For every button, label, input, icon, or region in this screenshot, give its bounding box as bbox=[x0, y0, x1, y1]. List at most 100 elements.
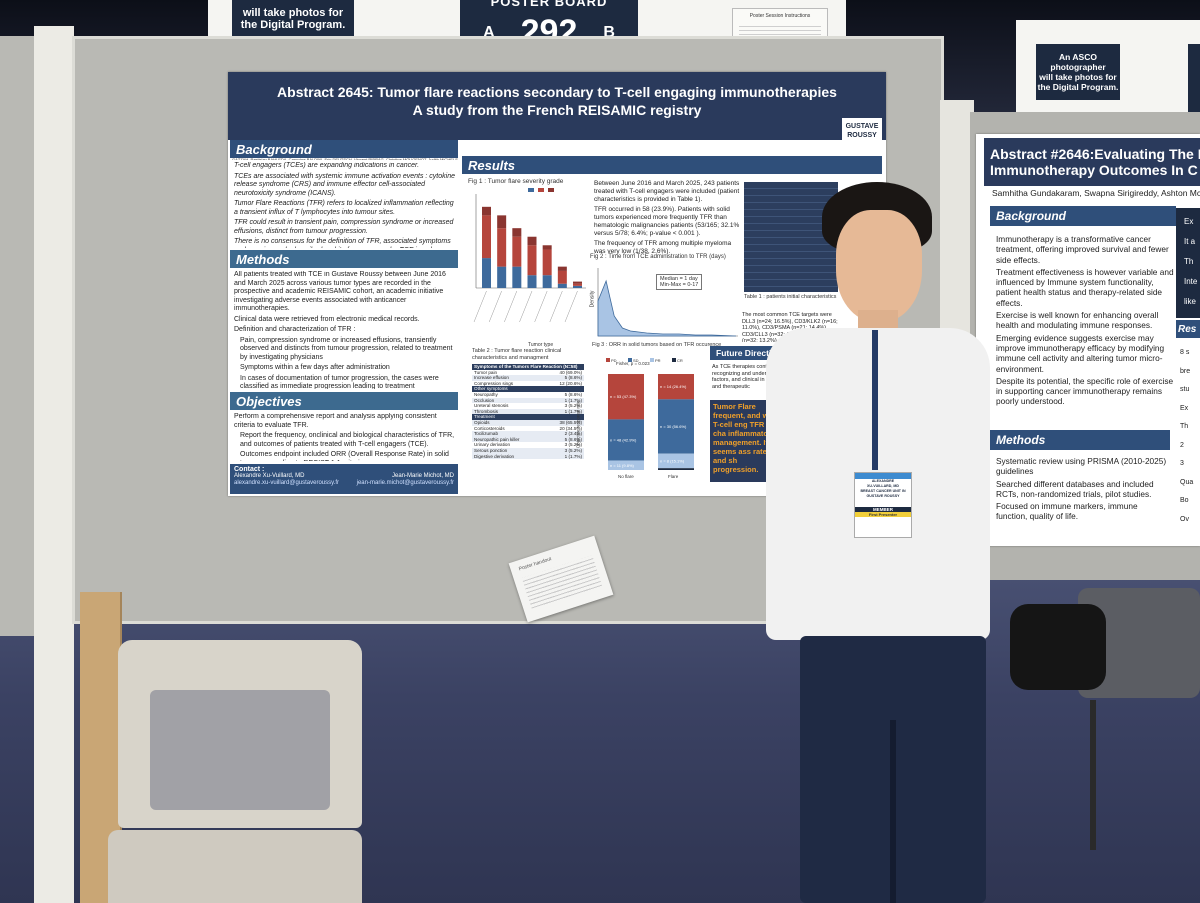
fig3-data-label: n = 30 (56.6%) bbox=[660, 424, 687, 429]
fig1-tick-label bbox=[488, 290, 502, 323]
fig1-bar-segment bbox=[497, 228, 507, 267]
right-background-header: Background bbox=[990, 206, 1176, 226]
table2-row: Ureteral stenosis 3 (5.2%) bbox=[472, 403, 584, 409]
fig3-title: Fig 3 : ORR in solid tumors based on TFR… bbox=[592, 342, 722, 348]
black-bag bbox=[1010, 604, 1106, 690]
background-header: Background bbox=[230, 140, 458, 158]
table2-cell-value: 3 (5.2%) bbox=[564, 403, 582, 409]
fig1-tick-label bbox=[504, 290, 518, 323]
res-fragment: Ov bbox=[1180, 515, 1189, 523]
presenter-face bbox=[836, 210, 922, 322]
contact-name-1: Alexandre Xu-Vuillard, MD bbox=[234, 473, 305, 479]
fig3-data-label: n = 8 (15.1%) bbox=[660, 458, 685, 463]
fig3-legend-label: CR bbox=[677, 358, 683, 363]
white-chair-seat bbox=[108, 830, 362, 903]
board-side-a: A bbox=[483, 23, 495, 41]
methods-text: All patients treated with TCE in Gustave… bbox=[234, 271, 456, 389]
results-item: Between June 2016 and March 2025, 243 pa… bbox=[594, 180, 740, 203]
table2-cell-label: Other symptoms bbox=[474, 386, 508, 392]
table2-cell-value: 1 (1.7%) bbox=[564, 408, 582, 414]
table2-row: Neuropathy 5 (8.6%) bbox=[472, 391, 584, 398]
right-results-fragments: 8 s bre stu Ex Th 2 3 Qua Bo Ov bbox=[1180, 344, 1200, 534]
right-poster-title-line2: Immunotherapy Outcomes In C bbox=[990, 162, 1198, 178]
side-fragment: It a bbox=[1184, 237, 1196, 246]
fig2-annotation: Median = 1 day Min-Max = 0-17 bbox=[656, 274, 703, 290]
fig3-bar-segment bbox=[658, 453, 694, 469]
left-photo-sign-line1: will take photos for bbox=[242, 7, 344, 19]
badge-ribbon2: First Presenter bbox=[855, 512, 911, 517]
res-fragment: 8 s bbox=[1180, 349, 1190, 356]
table2-cell-label: Corticosteroids bbox=[474, 425, 505, 431]
objectives-header: Objectives bbox=[230, 392, 458, 410]
objectives-item: Perform a comprehensive report and analy… bbox=[234, 413, 437, 429]
table2-cell-label: Thrombosis bbox=[474, 408, 498, 414]
right-side-column bbox=[1176, 208, 1200, 318]
side-fragment: Inte bbox=[1184, 277, 1198, 286]
fig1-bar-segment bbox=[482, 215, 491, 259]
fig1-tick-label bbox=[564, 290, 578, 323]
right-photo-sign-line2: will take photos for bbox=[1039, 72, 1117, 82]
right-poster-header: Abstract #2646:Evaluating The I Immunoth… bbox=[984, 138, 1200, 186]
fig3-legend-swatch bbox=[628, 358, 632, 362]
table2-cell-value: 5 (8.6%) bbox=[564, 391, 582, 397]
table2-cell-value: 12 (20.6%) bbox=[559, 380, 582, 386]
fig2-title: Fig 2 : Time from TCE administration to … bbox=[590, 254, 726, 260]
fig3-ylabel: Objective response rate bbox=[575, 400, 581, 449]
fig1-bar-segment bbox=[527, 236, 537, 246]
fig3-legend-swatch bbox=[672, 358, 676, 362]
table2-row: Digestive derivation 1 (1.7%) bbox=[472, 453, 584, 460]
table2-header: Symptoms of the Tumors Flare Reaction (N… bbox=[472, 364, 584, 370]
table2-row: Increase effusion 5 (8.6%) bbox=[472, 375, 584, 381]
results-text: Between June 2016 and March 2025, 243 pa… bbox=[594, 180, 744, 260]
table2-row: Serous ponction 3 (5.2%) bbox=[472, 447, 584, 454]
lanyard bbox=[872, 330, 878, 470]
badge-line2: XU-VUILLARD, MD bbox=[867, 484, 899, 488]
fig1-bar-segment bbox=[573, 283, 582, 286]
right-background-item: Immunotherapy is a transformative cancer… bbox=[996, 234, 1169, 265]
fig1-bar-segment bbox=[557, 270, 567, 284]
right-poster-authors: Samhitha Gundakaram, Swapna Sirigireddy,… bbox=[992, 188, 1200, 198]
table2-cell-label: Compression sings bbox=[474, 380, 514, 386]
right-poster: Abstract #2646:Evaluating The I Immunoth… bbox=[976, 134, 1200, 546]
fig3-bar-segment bbox=[658, 374, 694, 400]
table2-cell-value: 1 (1.7%) bbox=[564, 453, 582, 459]
table2-cell-label: Tumor pain bbox=[474, 369, 498, 375]
logo-line2: ROUSSY bbox=[847, 132, 877, 139]
table2-cell-label: Neuropathy bbox=[474, 391, 498, 397]
fig1-title: Fig 1 : Tumor flare severity grade bbox=[468, 178, 564, 185]
methods-item: Clinical data were retrieved from electr… bbox=[234, 315, 420, 323]
fig1-xlabel: Tumor type bbox=[528, 342, 554, 348]
fig3-legend-label: PD bbox=[611, 358, 617, 363]
fig1-bar-segment bbox=[482, 206, 491, 216]
table2-cell-label: Digestive derivation bbox=[474, 453, 515, 459]
fig3-pvalue: Fisher, p = 0.023 bbox=[616, 361, 650, 366]
poster-title-line1: Abstract 2645: Tumor flare reactions sec… bbox=[277, 84, 837, 100]
table2-cell-value: 5 (8.6%) bbox=[564, 436, 582, 442]
fig2-annotation-line1: Median = 1 day bbox=[660, 276, 698, 282]
background-item: TCEs are associated with systemic immune… bbox=[234, 172, 455, 197]
objectives-item: Report the frequency, onclinical and bio… bbox=[240, 432, 455, 448]
future-text: As TCE therapies continue recognizing an… bbox=[712, 364, 781, 390]
methods-item: Definition and characterization of TFR : bbox=[234, 326, 356, 333]
chair-leg bbox=[1090, 700, 1096, 850]
fig1-bar-segment bbox=[557, 266, 567, 271]
res-fragment: 2 bbox=[1180, 441, 1184, 449]
right-methods-text: Systematic review using PRISMA (2010-202… bbox=[996, 456, 1168, 540]
fig3-data-label: n = 14 (26.4%) bbox=[660, 384, 687, 389]
fig1-legend-swatch bbox=[548, 188, 554, 192]
logo-line1: GUSTAVE bbox=[845, 123, 879, 130]
white-chair-back-hole bbox=[150, 690, 330, 810]
background-text: T-cell engagers (TCEs) are expanding ind… bbox=[234, 162, 456, 248]
right-side-fragments: Ex It a Th Inte like bbox=[1184, 212, 1200, 322]
fig3-legend-label: SD bbox=[633, 358, 639, 363]
poster-title-line2: A study from the French REISAMIC registr… bbox=[412, 102, 702, 118]
methods-item: Pain, compression syndrome or increased … bbox=[240, 336, 453, 361]
fig3-bar-segment bbox=[608, 419, 644, 461]
fig1-bar-segment bbox=[542, 245, 552, 250]
name-badge: ALEXANDRE XU-VUILLARD, MD BREAST CANCER … bbox=[854, 472, 912, 538]
fig1-chart bbox=[473, 188, 586, 323]
badge-line4: GUSTAVE ROUSSY bbox=[866, 494, 900, 498]
table2-row: Urinary derivation 3 (5.2%) bbox=[472, 442, 584, 448]
board-side-b: B bbox=[603, 23, 615, 41]
